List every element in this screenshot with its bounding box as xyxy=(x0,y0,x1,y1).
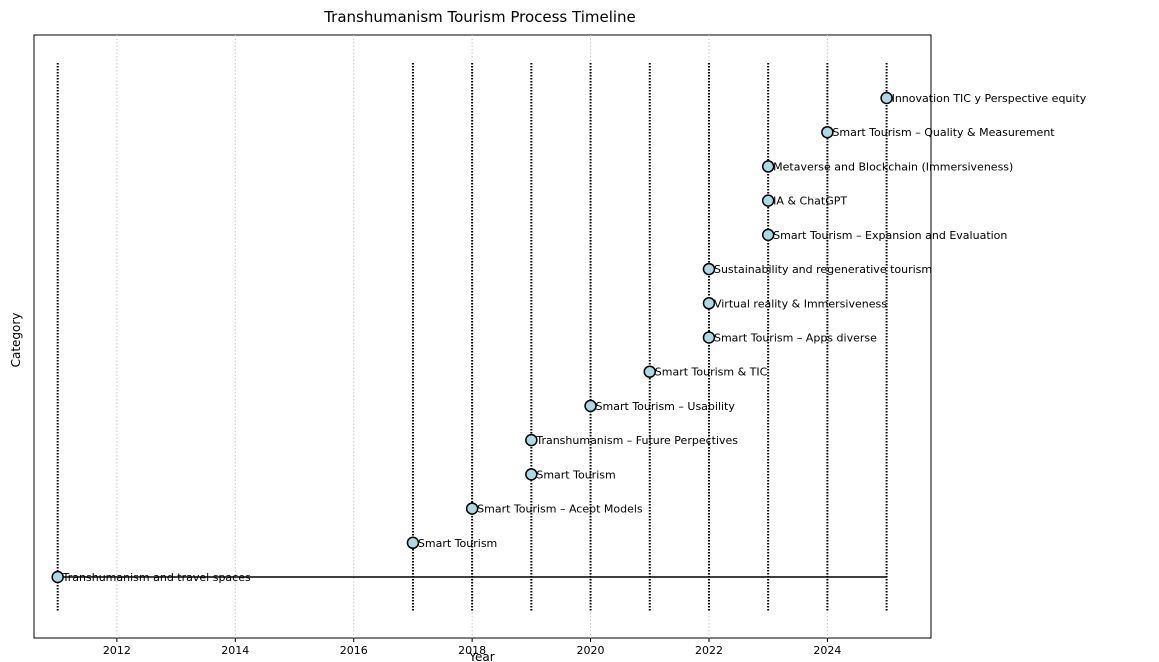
event-marker xyxy=(525,433,538,447)
event-label: Smart Tourism – Quality & Measurement xyxy=(832,126,1055,139)
event-marker xyxy=(761,228,775,242)
event-label: Transhumanism and travel spaces xyxy=(62,571,251,584)
event-label: Metaverse and Blockchain (Immersiveness) xyxy=(773,160,1013,173)
event-label: Smart Tourism – Usability xyxy=(596,400,736,413)
x-tick-label: 2018 xyxy=(458,644,486,657)
plot-frame xyxy=(33,34,932,639)
event-marker xyxy=(702,297,716,310)
event-marker xyxy=(643,365,657,378)
event-label: Smart Tourism xyxy=(536,468,615,481)
event-marker xyxy=(880,91,893,105)
x-tick-label: 2016 xyxy=(340,644,368,657)
event-label: Smart Tourism & TIC xyxy=(655,366,768,379)
event-label: Transhumanism – Future Perpectives xyxy=(535,434,738,447)
event-label: Smart Tourism – Expansion and Evaluation xyxy=(773,229,1007,242)
event-marker xyxy=(761,194,775,207)
event-marker xyxy=(525,468,538,481)
event-marker xyxy=(406,536,420,550)
event-marker xyxy=(702,262,716,276)
event-marker xyxy=(465,502,479,515)
x-tick-label: 2020 xyxy=(577,644,605,657)
event-label: Sustainability and regenerative tourism xyxy=(714,263,932,276)
chart-title: Transhumanism Tourism Process Timeline xyxy=(323,8,636,26)
x-tick-label: 2014 xyxy=(221,644,249,657)
x-tick-label: 2022 xyxy=(695,644,723,657)
x-tick-label: 2012 xyxy=(103,644,131,657)
event-label: Smart Tourism – Acept Models xyxy=(477,503,643,516)
event-marker xyxy=(584,399,597,413)
event-label: Smart Tourism – Apps diverse xyxy=(714,332,877,345)
event-marker xyxy=(761,160,775,173)
event-label: IA & ChatGPT xyxy=(773,195,847,208)
event-label: Innovation TIC y Perspective equity xyxy=(892,92,1087,105)
event-label: Smart Tourism xyxy=(418,537,497,550)
event-marker xyxy=(702,331,716,344)
x-axis-label: Year xyxy=(468,650,494,662)
event-label: Virtual reality & Immersiveness xyxy=(714,297,887,310)
y-axis-label: Category xyxy=(9,313,23,368)
x-tick-label: 2024 xyxy=(813,644,841,657)
event-marker xyxy=(821,125,834,139)
event-marker xyxy=(51,570,64,584)
